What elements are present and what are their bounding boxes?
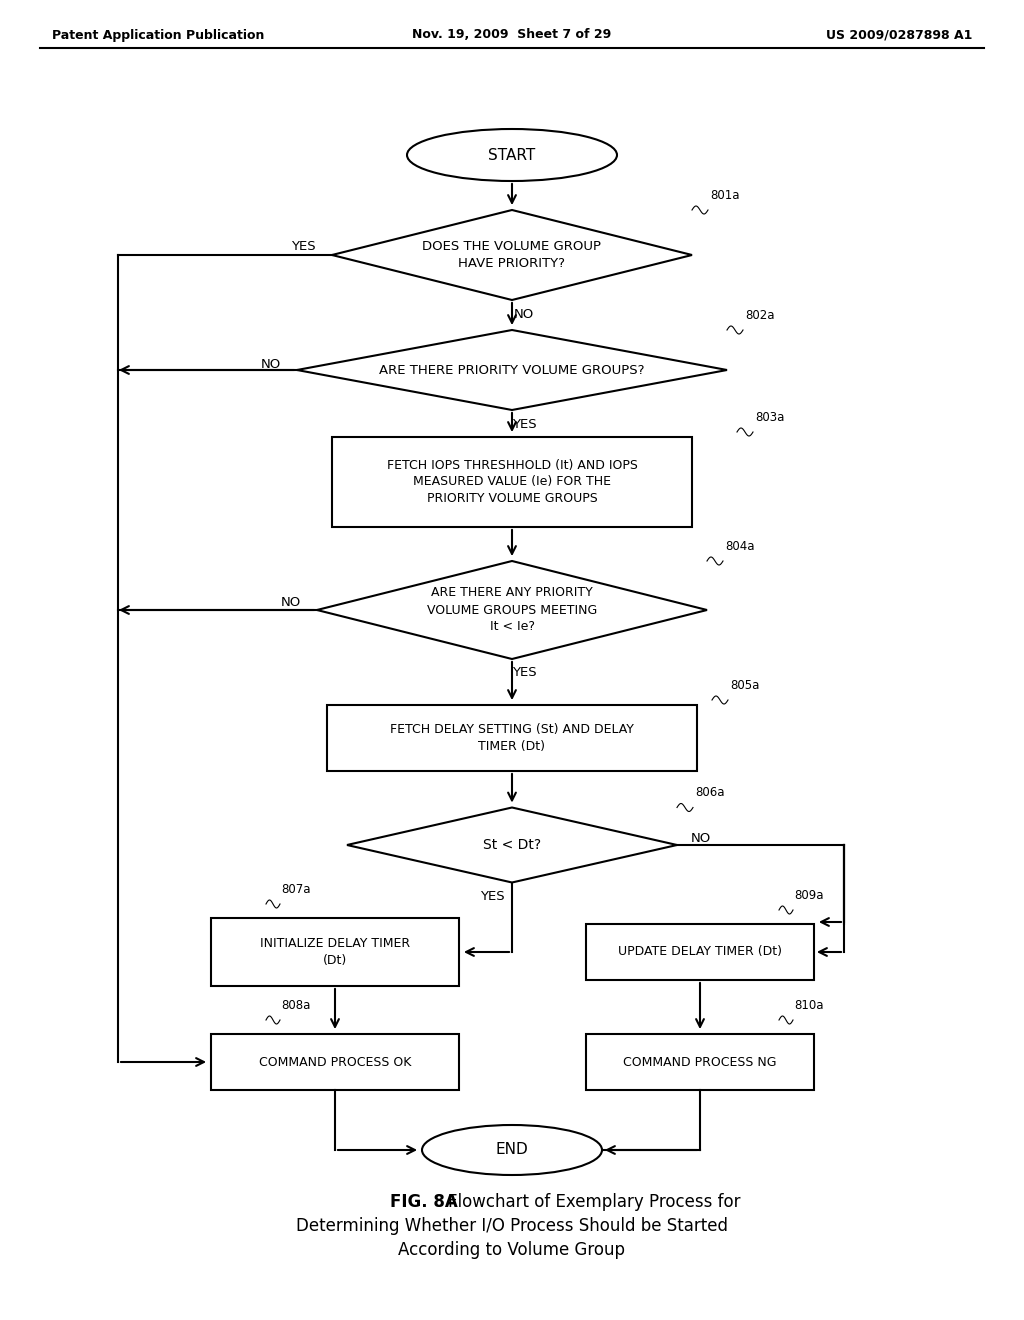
Text: COMMAND PROCESS OK: COMMAND PROCESS OK [259,1056,412,1068]
Text: According to Volume Group: According to Volume Group [398,1241,626,1259]
Text: YES: YES [512,417,537,430]
Text: FETCH IOPS THRESHHOLD (It) AND IOPS
MEASURED VALUE (Ie) FOR THE
PRIORITY VOLUME : FETCH IOPS THRESHHOLD (It) AND IOPS MEAS… [387,458,637,506]
Bar [332,437,692,527]
Text: YES: YES [292,240,316,253]
Text: YES: YES [479,890,504,903]
Bar [211,917,459,986]
Bar [327,705,697,771]
Text: 801a: 801a [710,189,739,202]
Text: 809a: 809a [794,888,823,902]
Text: 805a: 805a [730,678,760,692]
Text: START: START [488,148,536,162]
Bar [586,924,814,979]
Text: COMMAND PROCESS NG: COMMAND PROCESS NG [624,1056,777,1068]
Text: NO: NO [281,595,301,609]
Text: St < Dt?: St < Dt? [483,838,541,851]
Text: 806a: 806a [695,787,725,800]
Text: INITIALIZE DELAY TIMER
(Dt): INITIALIZE DELAY TIMER (Dt) [260,937,410,968]
Text: Patent Application Publication: Patent Application Publication [52,29,264,41]
Text: 802a: 802a [745,309,774,322]
Text: FETCH DELAY SETTING (St) AND DELAY
TIMER (Dt): FETCH DELAY SETTING (St) AND DELAY TIMER… [390,723,634,752]
Text: YES: YES [512,667,537,680]
Text: 804a: 804a [725,540,755,553]
Bar [586,1034,814,1090]
Text: 808a: 808a [281,999,310,1012]
Text: Flowchart of Exemplary Process for: Flowchart of Exemplary Process for [449,1193,740,1210]
Text: Nov. 19, 2009  Sheet 7 of 29: Nov. 19, 2009 Sheet 7 of 29 [413,29,611,41]
Text: 810a: 810a [794,999,823,1012]
Text: FIG. 8A: FIG. 8A [390,1193,458,1210]
Text: US 2009/0287898 A1: US 2009/0287898 A1 [825,29,972,41]
Bar [211,1034,459,1090]
Text: NO: NO [691,833,712,846]
Text: NO: NO [514,308,535,321]
Text: Determining Whether I/O Process Should be Started: Determining Whether I/O Process Should b… [296,1217,728,1236]
Text: UPDATE DELAY TIMER (Dt): UPDATE DELAY TIMER (Dt) [618,945,782,958]
Text: 803a: 803a [755,411,784,424]
Text: ARE THERE PRIORITY VOLUME GROUPS?: ARE THERE PRIORITY VOLUME GROUPS? [379,363,645,376]
Text: ARE THERE ANY PRIORITY
VOLUME GROUPS MEETING
It < Ie?: ARE THERE ANY PRIORITY VOLUME GROUPS MEE… [427,586,597,634]
Text: DOES THE VOLUME GROUP
HAVE PRIORITY?: DOES THE VOLUME GROUP HAVE PRIORITY? [423,240,601,271]
Text: NO: NO [261,358,281,371]
Text: END: END [496,1143,528,1158]
Text: 807a: 807a [281,883,310,896]
